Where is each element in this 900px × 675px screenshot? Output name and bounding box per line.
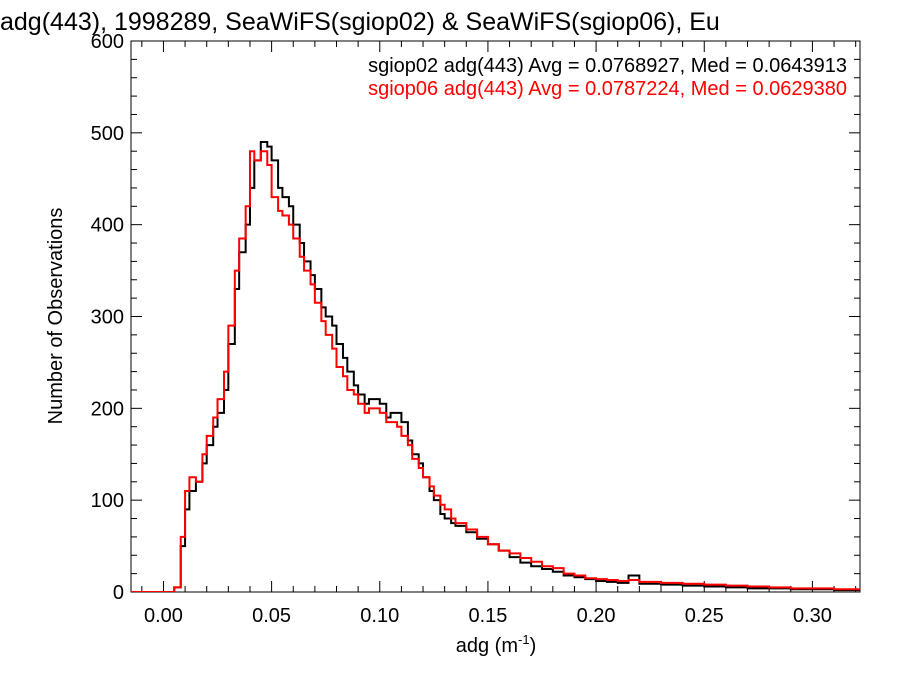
series-line-1 [131, 150, 860, 592]
x-tick-label: 0.20 [577, 605, 616, 627]
plot-frame [130, 40, 861, 593]
x-axis-label-superscript: -1 [518, 632, 530, 647]
series-line-0 [131, 141, 860, 592]
x-tick-label: 0.15 [468, 605, 507, 627]
x-axis-label-close: ) [530, 635, 537, 657]
y-tick-label: 100 [91, 490, 124, 512]
x-tick-label: 0.00 [144, 605, 183, 627]
y-tick-label: 200 [91, 398, 124, 420]
y-tick-label: 0 [113, 582, 124, 604]
y-tick-label: 500 [91, 123, 124, 145]
x-tick-label: 0.10 [360, 605, 399, 627]
y-tick-label: 300 [91, 307, 124, 329]
x-tick-label: 0.05 [252, 605, 291, 627]
y-axis-ticks: 0 100 200 300 400 500 600 [91, 31, 860, 604]
stats-annotation-sgiop02: sgiop02 adg(443) Avg = 0.0768927, Med = … [368, 55, 847, 77]
series-layer [131, 141, 860, 592]
stats-annotation-sgiop06: sgiop06 adg(443) Avg = 0.0787224, Med = … [368, 78, 847, 100]
chart-title: adg(443), 1998289, SeaWiFS(sgiop02) & Se… [0, 8, 720, 36]
y-tick-label: 600 [91, 31, 124, 53]
x-axis-label: adg (m-1) [456, 632, 536, 657]
x-axis-ticks: 0.00 0.05 0.10 0.15 0.20 0.25 0.30 [141, 41, 857, 627]
x-axis-label-main: adg (m [456, 635, 518, 657]
x-tick-label: 0.25 [685, 605, 724, 627]
y-tick-label: 400 [91, 215, 124, 237]
plot-border [130, 40, 861, 593]
y-axis-label: Number of Observations [45, 208, 67, 425]
x-tick-label: 0.30 [793, 605, 832, 627]
